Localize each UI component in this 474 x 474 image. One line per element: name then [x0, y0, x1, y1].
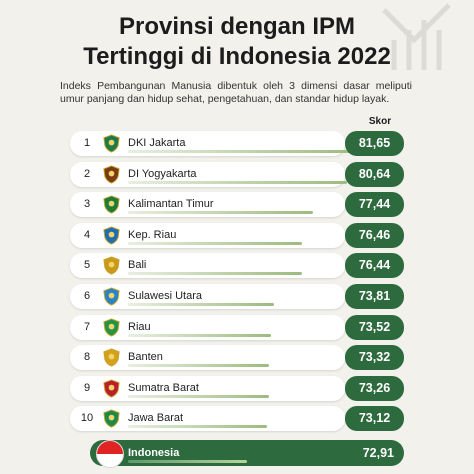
score-value: 73,81	[345, 284, 404, 309]
score-value: 73,32	[345, 345, 404, 371]
value-bar	[128, 272, 303, 276]
title-line-2: Tertinggi di Indonesia 2022	[83, 43, 391, 70]
value-bar	[128, 150, 358, 153]
province-emblem-icon	[103, 134, 120, 153]
page-title: Provinsi dengan IPM Tertinggi di Indones…	[0, 12, 474, 72]
score-value: 76,44	[345, 253, 404, 279]
province-name: Jawa Barat	[128, 412, 184, 425]
ranking-row: 10 Jawa Barat 73,12	[70, 406, 404, 432]
score-value: 73,52	[345, 314, 404, 340]
province-name: Bali	[128, 259, 147, 272]
value-bar	[128, 364, 270, 368]
rank-number: 4	[83, 228, 91, 241]
province-name: Sumatra Barat	[128, 381, 199, 394]
province-emblem-icon	[103, 287, 120, 306]
score-value: 81,65	[345, 131, 404, 156]
province-emblem-icon	[103, 348, 120, 367]
ranking-row: 8 Banten 73,32	[70, 345, 404, 371]
rank-number: 6	[83, 290, 91, 302]
title-line-1: Provinsi dengan IPM	[118, 13, 356, 40]
province-emblem-icon	[103, 195, 120, 214]
subtitle: Indeks Pembangunan Manusia dibentuk oleh…	[60, 80, 412, 105]
value-bar	[128, 303, 275, 306]
province-name: Sulawesi Utara	[128, 290, 202, 302]
ranking-row: 7 Riau 73,52	[70, 314, 404, 340]
rank-number: 7	[83, 320, 91, 333]
score-value: 76,46	[345, 222, 404, 248]
ranking-row: 4 Kep. Riau 76,46	[70, 222, 404, 248]
province-emblem-icon	[103, 318, 120, 337]
province-name: Kep. Riau	[128, 228, 177, 241]
rank-number: 8	[83, 351, 91, 364]
national-bar	[128, 460, 247, 463]
score-value: 77,44	[345, 192, 404, 218]
indonesia-flag-icon	[96, 440, 124, 468]
rank-number: 10	[80, 412, 94, 425]
rank-number: 3	[83, 198, 91, 211]
score-column-header: Skor	[368, 116, 392, 127]
province-emblem-icon	[103, 226, 120, 245]
score-value: 73,26	[345, 375, 404, 401]
value-bar	[128, 211, 313, 215]
value-bar	[128, 425, 268, 429]
national-row: Indonesia 72,91	[90, 440, 404, 468]
ranking-row: 1 DKI Jakarta 81,65	[70, 131, 404, 156]
value-bar	[128, 180, 347, 184]
value-bar	[128, 333, 272, 337]
province-emblem-icon	[103, 409, 120, 428]
province-name: DKI Jakarta	[128, 137, 186, 149]
province-emblem-icon	[103, 256, 120, 275]
rank-number: 5	[83, 259, 91, 272]
province-emblem-icon	[103, 379, 120, 398]
ranking-row: 3 Kalimantan Timur 77,44	[70, 192, 404, 218]
national-score: 72,91	[362, 446, 394, 460]
ranking-row: 2 DI Yogyakarta 80,64	[70, 161, 404, 187]
rank-number: 1	[83, 137, 91, 149]
score-value: 80,64	[345, 161, 404, 187]
decorative-graphic-icon	[382, 3, 451, 70]
province-name: Banten	[128, 351, 163, 364]
province-name: Kalimantan Timur	[128, 198, 214, 211]
province-emblem-icon	[103, 165, 120, 184]
value-bar	[128, 241, 303, 245]
ranking-row: 9 Sumatra Barat 73,26	[70, 375, 404, 401]
rank-number: 9	[83, 381, 91, 394]
province-name: Riau	[128, 320, 151, 333]
ranking-row: 5 Bali 76,44	[70, 253, 404, 279]
province-name: DI Yogyakarta	[128, 167, 197, 180]
score-value: 73,12	[345, 406, 404, 432]
ranking-row: 6 Sulawesi Utara 73,81	[70, 284, 404, 309]
national-name: Indonesia	[128, 447, 180, 459]
value-bar	[128, 394, 269, 398]
rank-number: 2	[83, 167, 91, 180]
